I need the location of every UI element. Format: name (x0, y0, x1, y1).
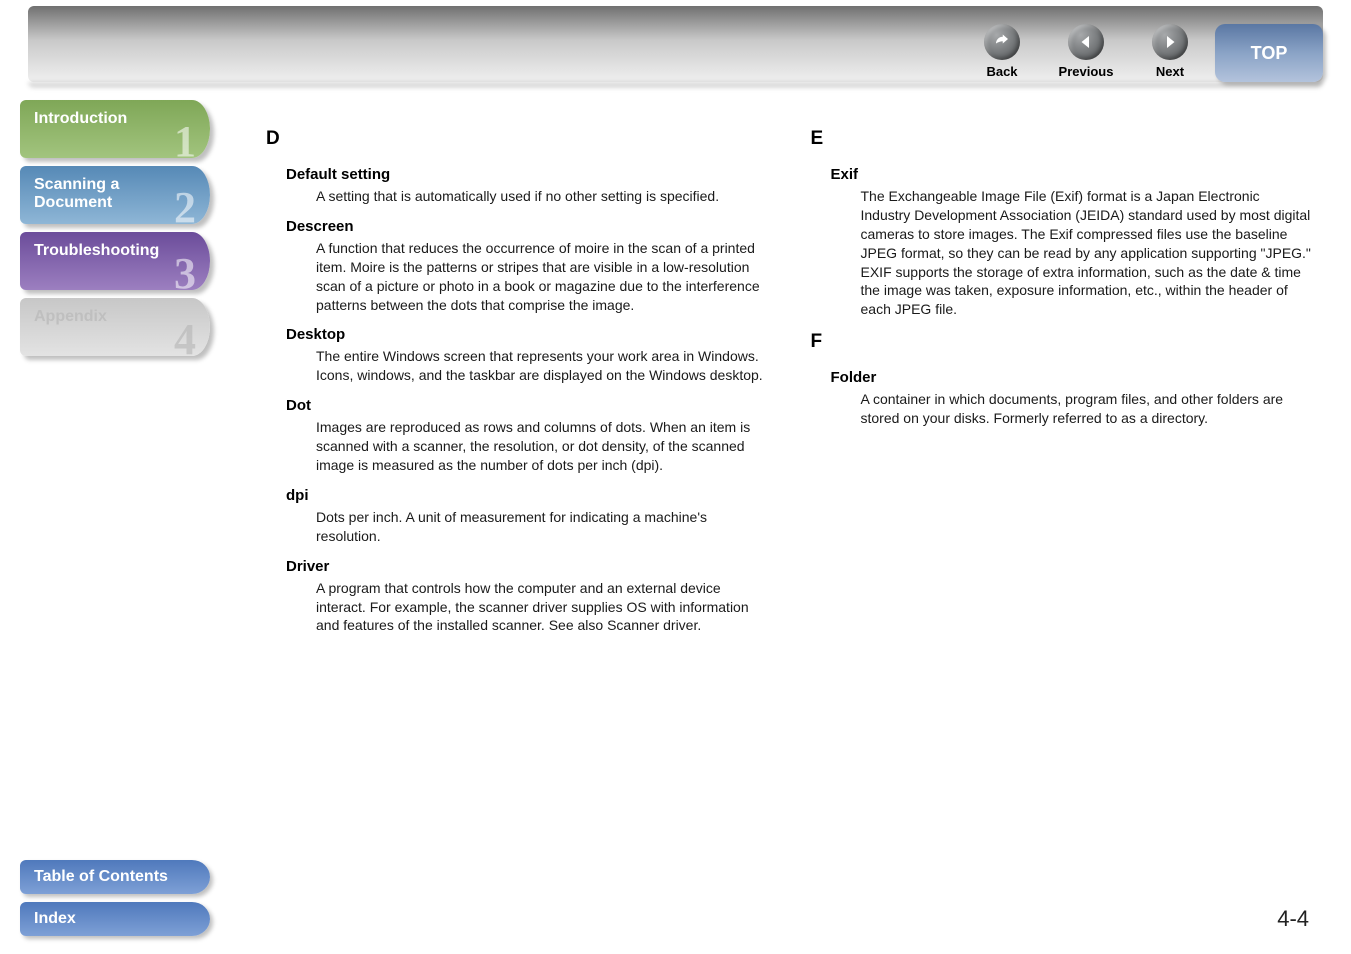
glossary-term: Exif (831, 166, 1312, 183)
glossary-desc: The entire Windows screen that represent… (316, 347, 767, 385)
sidebar-item-number: 4 (174, 318, 196, 362)
toc-button[interactable]: Table of Contents (20, 860, 210, 894)
glossary-desc: The Exchangeable Image File (Exif) forma… (861, 187, 1312, 319)
next-icon (1152, 24, 1188, 60)
back-label: Back (986, 64, 1017, 79)
sidebar-item-label: Scanning a Document (34, 176, 119, 211)
index-button[interactable]: Index (20, 902, 210, 936)
glossary-desc: A function that reduces the occurrence o… (316, 239, 767, 315)
glossary-desc: Dots per inch. A unit of measurement for… (316, 508, 767, 546)
left-column: D Default setting A setting that is auto… (266, 118, 767, 894)
previous-label: Previous (1059, 64, 1114, 79)
page-number: 4-4 (1277, 906, 1309, 932)
glossary-term: dpi (286, 487, 767, 504)
top-button[interactable]: TOP (1215, 24, 1323, 82)
glossary-term: Dot (286, 397, 767, 414)
glossary-term: Folder (831, 369, 1312, 386)
sidebar-item-label: Introduction (34, 110, 127, 127)
back-icon (984, 24, 1020, 60)
sidebar-item-number: 3 (174, 252, 196, 296)
glossary-term: Driver (286, 558, 767, 575)
section-letter-e: E (811, 128, 1312, 150)
next-button[interactable]: Next (1141, 24, 1199, 79)
back-button[interactable]: Back (973, 24, 1031, 79)
sidebar-item-label: Troubleshooting (34, 242, 159, 259)
content-area: D Default setting A setting that is auto… (266, 118, 1311, 894)
page: Back Previous Next TOP Introduction 1 Sc… (0, 0, 1351, 954)
previous-icon (1068, 24, 1104, 60)
sidebar-item-number: 2 (174, 186, 196, 230)
bottom-buttons: Table of Contents Index (20, 852, 210, 936)
previous-button[interactable]: Previous (1057, 24, 1115, 79)
sidebar: Introduction 1 Scanning a Document 2 Tro… (20, 100, 210, 364)
glossary-desc: Images are reproduced as rows and column… (316, 418, 767, 475)
sidebar-item-number: 1 (174, 120, 196, 164)
glossary-desc: A container in which documents, program … (861, 390, 1312, 428)
top-label: TOP (1251, 43, 1288, 64)
toc-label: Table of Contents (34, 868, 168, 886)
section-letter-d: D (266, 128, 767, 150)
section-letter-f: F (811, 331, 1312, 353)
glossary-term: Desktop (286, 326, 767, 343)
right-column: E Exif The Exchangeable Image File (Exif… (811, 118, 1312, 894)
next-label: Next (1156, 64, 1184, 79)
glossary-term: Descreen (286, 218, 767, 235)
sidebar-item-label: Appendix (34, 308, 107, 325)
glossary-desc: A program that controls how the computer… (316, 579, 767, 636)
index-label: Index (34, 910, 76, 928)
sidebar-item-appendix[interactable]: Appendix 4 (20, 298, 210, 356)
sidebar-item-troubleshooting[interactable]: Troubleshooting 3 (20, 232, 210, 290)
sidebar-item-introduction[interactable]: Introduction 1 (20, 100, 210, 158)
nav-pod: Back Previous Next (973, 24, 1199, 79)
sidebar-item-scanning[interactable]: Scanning a Document 2 (20, 166, 210, 224)
glossary-term: Default setting (286, 166, 767, 183)
glossary-desc: A setting that is automatically used if … (316, 187, 767, 206)
